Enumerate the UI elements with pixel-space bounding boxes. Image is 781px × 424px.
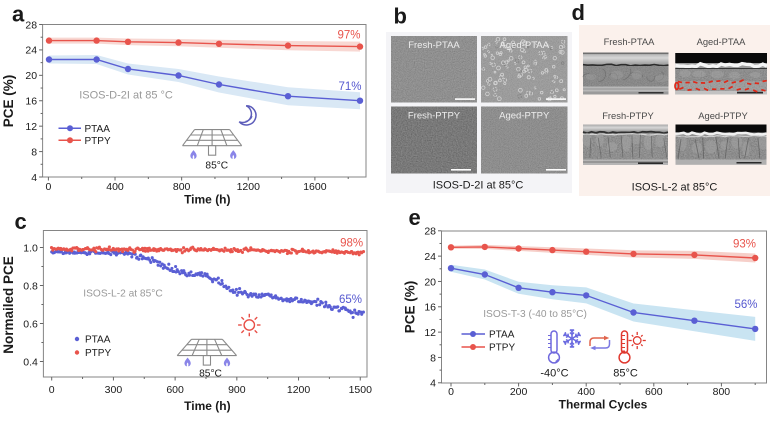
svg-text:93%: 93% [733, 239, 756, 251]
svg-text:71%: 71% [338, 81, 361, 93]
svg-text:PTPY: PTPY [85, 136, 111, 147]
svg-text:ISOS-D-2I at 85°C: ISOS-D-2I at 85°C [433, 180, 524, 192]
svg-text:20: 20 [424, 276, 436, 288]
svg-text:ISOS-L-2 at 85°C: ISOS-L-2 at 85°C [632, 182, 718, 194]
svg-text:PCE (%): PCE (%) [1, 75, 16, 128]
svg-text:PTAA: PTAA [85, 124, 111, 135]
svg-text:56%: 56% [734, 299, 757, 311]
svg-text:0: 0 [448, 386, 454, 398]
svg-text:1600: 1600 [303, 181, 327, 193]
svg-text:1.0: 1.0 [23, 242, 38, 254]
svg-text:8: 8 [430, 352, 436, 364]
svg-text:a: a [12, 2, 25, 27]
svg-text:85°C: 85°C [205, 160, 228, 171]
svg-text:Thermal Cycles: Thermal Cycles [559, 398, 648, 412]
svg-text:800: 800 [713, 386, 731, 398]
svg-text:Aged-PTPY: Aged-PTPY [698, 110, 748, 121]
svg-text:1200: 1200 [287, 384, 311, 396]
svg-text:Time (h): Time (h) [184, 193, 230, 207]
svg-text:600: 600 [645, 386, 663, 398]
svg-text:400: 400 [577, 386, 595, 398]
svg-text:12: 12 [424, 327, 436, 339]
svg-text:Aged-PTAA: Aged-PTAA [500, 40, 550, 51]
svg-text:28: 28 [25, 19, 37, 31]
svg-text:PTPY: PTPY [85, 348, 111, 359]
svg-text:Fresh-PTAA: Fresh-PTAA [408, 40, 460, 51]
svg-text:b: b [394, 4, 407, 29]
svg-text:-40°C: -40°C [540, 368, 568, 380]
svg-text:PTPY: PTPY [489, 343, 515, 354]
svg-text:Aged-PTAA: Aged-PTAA [697, 36, 747, 47]
svg-text:0.6: 0.6 [23, 318, 38, 330]
svg-text:Fresh-PTPY: Fresh-PTPY [408, 111, 461, 122]
svg-text:800: 800 [173, 181, 191, 193]
svg-text:28: 28 [424, 226, 436, 238]
svg-text:c: c [15, 209, 27, 234]
svg-text:85°C: 85°C [199, 368, 222, 379]
svg-text:24: 24 [25, 45, 37, 57]
svg-text:Fresh-PTAA: Fresh-PTAA [604, 36, 656, 47]
svg-text:98%: 98% [340, 238, 363, 250]
svg-text:97%: 97% [337, 30, 360, 42]
svg-text:16: 16 [424, 302, 436, 314]
svg-text:4: 4 [430, 378, 436, 390]
svg-text:8: 8 [31, 146, 37, 158]
svg-text:16: 16 [25, 96, 37, 108]
svg-text:12: 12 [25, 121, 37, 133]
svg-text:65%: 65% [339, 294, 362, 306]
svg-text:400: 400 [106, 181, 124, 193]
svg-text:600: 600 [166, 384, 184, 396]
svg-text:0: 0 [45, 181, 51, 193]
svg-text:d: d [572, 0, 585, 25]
svg-text:1200: 1200 [237, 181, 261, 193]
svg-text:ISOS-T-3 (-40 to 85°C): ISOS-T-3 (-40 to 85°C) [483, 309, 587, 320]
svg-text:Time (h): Time (h) [184, 399, 230, 413]
svg-text:Aged-PTPY: Aged-PTPY [499, 111, 550, 122]
svg-text:85°C: 85°C [613, 368, 638, 380]
svg-text:24: 24 [424, 251, 436, 263]
svg-text:PTAA: PTAA [489, 330, 515, 341]
svg-text:20: 20 [25, 70, 37, 82]
svg-text:ISOS-L-2 at 85°C: ISOS-L-2 at 85°C [83, 289, 162, 300]
svg-text:e: e [409, 205, 421, 230]
svg-text:4: 4 [31, 172, 37, 184]
svg-text:300: 300 [105, 384, 123, 396]
svg-text:Normailed PCE: Normailed PCE [1, 256, 16, 354]
svg-text:PCE (%): PCE (%) [403, 281, 418, 334]
svg-text:200: 200 [510, 386, 528, 398]
svg-text:PTAA: PTAA [85, 335, 111, 346]
svg-text:0.4: 0.4 [23, 356, 38, 368]
svg-text:1500: 1500 [349, 384, 373, 396]
svg-text:Fresh-PTPY: Fresh-PTPY [602, 110, 654, 121]
svg-text:0.8: 0.8 [23, 280, 38, 292]
svg-text:0: 0 [49, 384, 55, 396]
svg-text:ISOS-D-2I at 85 °C: ISOS-D-2I at 85 °C [79, 90, 173, 102]
svg-text:900: 900 [228, 384, 246, 396]
